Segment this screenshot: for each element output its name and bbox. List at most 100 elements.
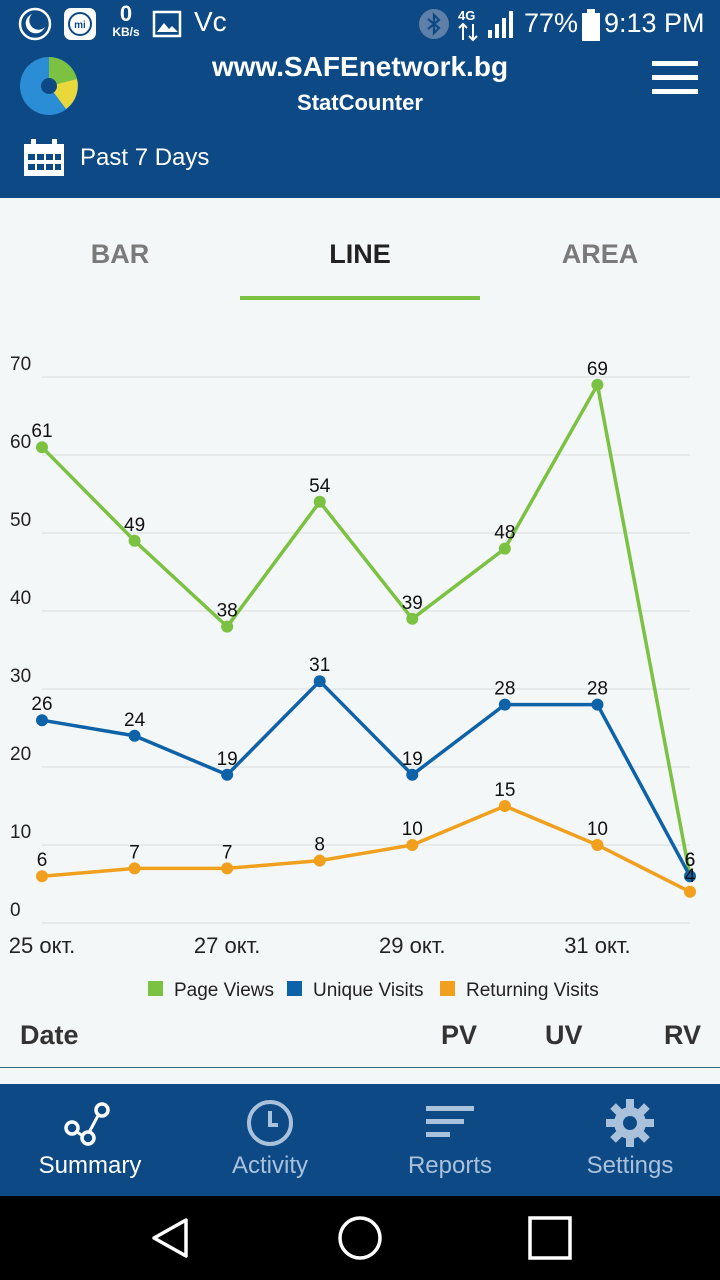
x-tick-label: 29 окт. bbox=[379, 933, 445, 958]
legend-label: Page Views bbox=[174, 980, 274, 1001]
data-label: 7 bbox=[222, 842, 233, 863]
nav-settings-label: Settings bbox=[586, 1152, 674, 1179]
data-label: 69 bbox=[587, 359, 608, 380]
data-point bbox=[36, 870, 48, 883]
data-label: 48 bbox=[494, 523, 515, 544]
data-label: 15 bbox=[494, 780, 515, 801]
app-header: www.SAFEnetwork.bg StatCounter Past 7 Da… bbox=[0, 48, 720, 198]
series-line bbox=[40, 383, 692, 877]
data-label: 31 bbox=[309, 655, 330, 676]
data-point bbox=[406, 612, 419, 625]
y-tick-label: 40 bbox=[10, 588, 31, 609]
data-point bbox=[36, 441, 48, 454]
nav-reports[interactable]: Reports bbox=[360, 1084, 540, 1196]
legend-swatch bbox=[148, 981, 163, 996]
site-title: www.SAFEnetwork.bg bbox=[211, 51, 509, 82]
data-point bbox=[406, 839, 419, 851]
nav-activity[interactable]: Activity bbox=[180, 1084, 360, 1196]
data-label: 28 bbox=[587, 679, 608, 700]
vc-label: Vc bbox=[194, 6, 227, 37]
chart-type-tabs: BAR LINE AREA bbox=[0, 198, 720, 304]
column-header-rv[interactable]: RV bbox=[664, 1020, 702, 1050]
data-label: 6 bbox=[37, 850, 48, 871]
column-header-pv[interactable]: PV bbox=[441, 1020, 478, 1050]
nav-summary[interactable]: Summary bbox=[0, 1084, 180, 1196]
series-page-views: 61 49 38 54 39 48 69 6 bbox=[31, 359, 696, 883]
x-tick-label: 27 окт. bbox=[194, 933, 260, 958]
x-tick-label: 31 окт. bbox=[564, 933, 630, 958]
line-chart: 0 10 20 30 40 50 60 70 25 окт. 27 окт. 29 окт. 31 … bbox=[9, 354, 696, 1001]
y-tick-label: 70 bbox=[10, 354, 31, 375]
data-label: 19 bbox=[217, 749, 238, 770]
data-point bbox=[36, 714, 48, 727]
data-point bbox=[498, 800, 511, 812]
y-tick-label: 50 bbox=[10, 510, 31, 531]
tab-area[interactable]: AREA bbox=[561, 239, 639, 269]
recent-apps-icon[interactable] bbox=[527, 1215, 573, 1261]
home-icon[interactable] bbox=[337, 1215, 383, 1261]
data-label: 10 bbox=[402, 819, 423, 840]
tab-bar[interactable]: BAR bbox=[90, 239, 150, 269]
nav-activity-label: Activity bbox=[231, 1152, 308, 1179]
data-point bbox=[591, 698, 604, 711]
calendar-icon[interactable] bbox=[22, 138, 66, 178]
app-subtitle: StatCounter bbox=[297, 90, 423, 115]
legend-swatch bbox=[287, 981, 302, 996]
data-label: 26 bbox=[31, 694, 52, 715]
data-label: 38 bbox=[217, 601, 238, 622]
hamburger-menu-icon[interactable] bbox=[650, 58, 700, 98]
x-tick-label: 25 окт. bbox=[9, 933, 75, 958]
data-label: 10 bbox=[587, 819, 608, 840]
back-icon[interactable] bbox=[148, 1216, 192, 1260]
data-label: 19 bbox=[402, 749, 423, 770]
legend-swatch bbox=[440, 981, 455, 996]
summary-icon bbox=[64, 1102, 110, 1146]
column-header-uv[interactable]: UV bbox=[545, 1020, 583, 1050]
nav-reports-label: Reports bbox=[407, 1152, 493, 1179]
data-point bbox=[221, 862, 234, 875]
tab-active-indicator bbox=[240, 296, 480, 300]
y-axis-ticks: 0 10 20 30 40 50 60 70 bbox=[10, 354, 31, 921]
network-speed-unit: KB/s bbox=[112, 25, 140, 39]
legend-label: Returning Visits bbox=[466, 980, 599, 1001]
y-tick-label: 10 bbox=[10, 822, 31, 843]
mi-icon: mi bbox=[64, 8, 96, 40]
data-point bbox=[498, 542, 511, 555]
data-point bbox=[406, 768, 419, 781]
moon-icon bbox=[18, 7, 52, 41]
network-speed-value: 0 bbox=[119, 1, 133, 26]
battery-icon bbox=[582, 9, 600, 41]
series-unique-visits: 26 24 19 31 19 28 28 6 bbox=[31, 655, 696, 883]
statcounter-logo-icon bbox=[20, 57, 78, 115]
reports-icon bbox=[426, 1106, 474, 1137]
data-label: 7 bbox=[129, 842, 140, 863]
data-label: 4 bbox=[685, 866, 696, 887]
data-point bbox=[221, 620, 234, 633]
data-point bbox=[128, 862, 141, 875]
tab-line[interactable]: LINE bbox=[329, 239, 391, 269]
data-label: 28 bbox=[494, 679, 515, 700]
y-tick-label: 30 bbox=[10, 666, 31, 687]
y-tick-label: 20 bbox=[10, 744, 31, 765]
date-range-selector[interactable]: Past 7 Days bbox=[80, 144, 210, 171]
data-label: 8 bbox=[314, 835, 325, 856]
data-point bbox=[591, 839, 604, 851]
column-header-date[interactable]: Date bbox=[20, 1020, 79, 1050]
series-line bbox=[41, 804, 691, 894]
nav-settings[interactable]: Settings bbox=[540, 1084, 720, 1196]
data-label: 24 bbox=[124, 710, 146, 731]
legend-label: Unique Visits bbox=[313, 980, 424, 1001]
y-tick-label: 60 bbox=[10, 432, 31, 453]
data-point bbox=[313, 495, 326, 508]
data-point bbox=[128, 534, 141, 547]
data-point bbox=[684, 870, 696, 883]
bluetooth-icon bbox=[419, 9, 449, 39]
status-bar: mi 0 KB/s Vc 4G 77% 9:13 PM bbox=[0, 0, 720, 48]
system-navigation-bar bbox=[0, 1196, 720, 1280]
data-label: 49 bbox=[124, 515, 145, 536]
gallery-icon bbox=[152, 10, 182, 38]
chart-grid bbox=[42, 376, 690, 924]
data-label: 61 bbox=[31, 421, 52, 442]
data-label: 39 bbox=[402, 593, 423, 614]
nav-summary-label: Summary bbox=[38, 1152, 142, 1179]
